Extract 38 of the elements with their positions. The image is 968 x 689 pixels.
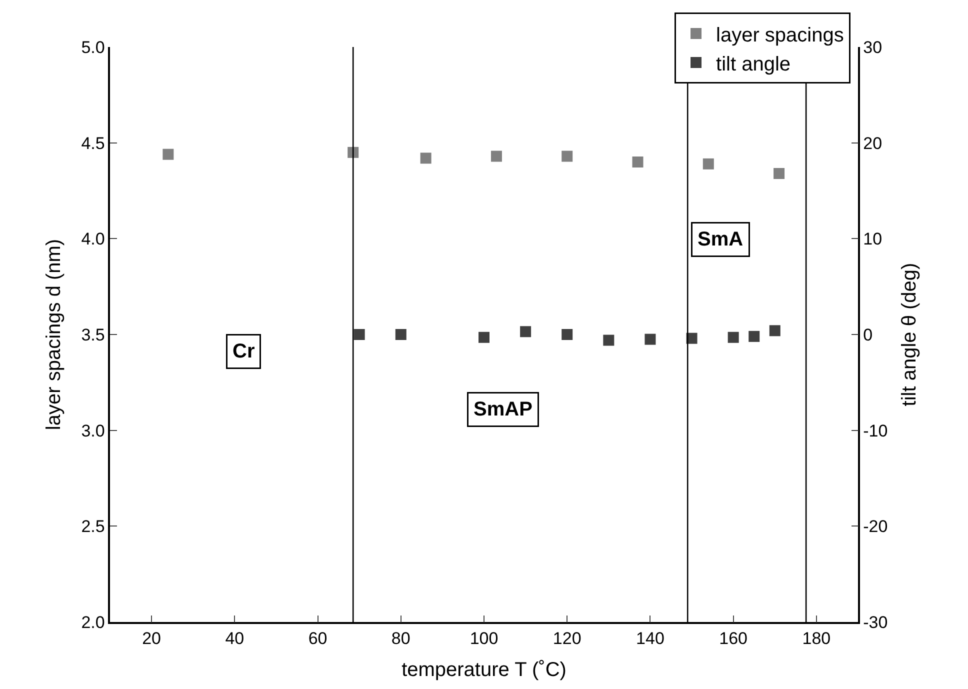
y-tick-label: 4.0 (81, 230, 105, 249)
x-tick-label: 20 (142, 629, 162, 648)
point (490, 150, 502, 162)
y2-tick-label: 20 (863, 134, 882, 153)
x-tick-label: 180 (802, 629, 831, 648)
y-tick-label: 3.5 (81, 325, 105, 344)
point (562, 150, 573, 162)
y2-tick-label: 30 (863, 38, 882, 57)
x-tick-label: 100 (470, 629, 498, 648)
x-tick-label: 160 (719, 629, 748, 648)
y-tick-label: 2.0 (81, 612, 105, 632)
x-axis-title: temperature T (˚C) (402, 659, 566, 682)
x-tick-label: 80 (391, 629, 410, 648)
x-tick-label: 40 (225, 629, 244, 648)
annotation: SmA (698, 228, 744, 250)
y-tick-label: 4.5 (81, 134, 105, 153)
y-axis-title: layer spacings d (nm) (43, 238, 66, 430)
point (162, 148, 174, 160)
point (420, 152, 432, 164)
legend-label: tilt angle (716, 53, 791, 76)
annotation: SmAP (474, 398, 532, 420)
point (774, 168, 785, 179)
y-tick-label: 3.0 (81, 421, 105, 440)
x-tick-label: 120 (552, 629, 582, 648)
legend-label: layer spacings (716, 24, 844, 46)
y2-tick-label: -10 (863, 421, 888, 440)
x-tick-label: 140 (636, 629, 664, 648)
y-tick-label: 2.5 (81, 517, 105, 536)
point (632, 156, 644, 168)
point (702, 158, 714, 170)
y2-tick-label: -30 (863, 612, 888, 632)
y-tick-label: 5.0 (81, 38, 105, 57)
y2-axis-title: tilt angle θ (deg) (898, 262, 921, 406)
x-tick-label: 60 (308, 629, 328, 648)
annotation: Cr (232, 340, 255, 362)
y2-tick-label: -20 (863, 517, 888, 536)
y2-tick-label: 0 (863, 325, 873, 344)
y2-tick-label: 10 (863, 230, 882, 249)
